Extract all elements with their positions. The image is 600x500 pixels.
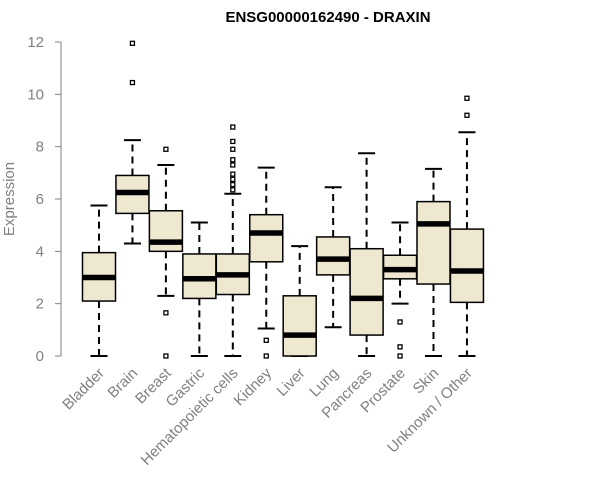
outlier-point xyxy=(230,124,236,130)
chart-title: ENSG00000162490 - DRAXIN xyxy=(225,9,430,26)
outlier-point xyxy=(163,310,169,316)
category-label: Bladder xyxy=(59,365,108,414)
outlier-point xyxy=(230,146,236,152)
category-label: Kidney xyxy=(231,364,276,409)
y-axis: 0 2 4 6 8 10 12 xyxy=(27,34,62,365)
y-tick-label: 8 xyxy=(36,139,44,156)
box xyxy=(416,200,451,285)
outlier-point xyxy=(230,171,236,177)
box xyxy=(282,295,317,357)
y-tick-label: 2 xyxy=(36,296,44,313)
outlier-point xyxy=(163,146,169,152)
outlier-point xyxy=(230,162,236,168)
box xyxy=(449,228,485,304)
outlier-point xyxy=(163,353,169,359)
y-tick-label: 0 xyxy=(36,348,44,365)
outlier-point xyxy=(397,319,403,325)
outlier-point xyxy=(230,181,236,188)
outlier-point xyxy=(230,138,236,145)
outlier-point xyxy=(230,176,236,183)
outlier-point xyxy=(263,337,269,343)
outlier-point xyxy=(397,353,403,359)
y-tick-label: 6 xyxy=(36,191,44,208)
outlier-point xyxy=(464,95,470,101)
y-tick-label: 10 xyxy=(27,86,44,103)
outlier-point xyxy=(230,157,236,163)
y-axis-label: Expression xyxy=(1,162,18,236)
box xyxy=(148,210,184,253)
outlier-point xyxy=(129,79,136,86)
outlier-point xyxy=(263,353,269,359)
box xyxy=(249,213,284,263)
box xyxy=(349,247,384,336)
y-tick-label: 4 xyxy=(36,243,44,260)
boxes-group xyxy=(81,40,485,359)
y-tick-label: 12 xyxy=(27,34,44,51)
outlier-point xyxy=(230,187,236,193)
box xyxy=(315,236,351,276)
outlier-point xyxy=(464,112,470,118)
category-label: Liver xyxy=(274,365,309,400)
outlier-point xyxy=(129,40,136,46)
outlier-point xyxy=(397,344,403,350)
